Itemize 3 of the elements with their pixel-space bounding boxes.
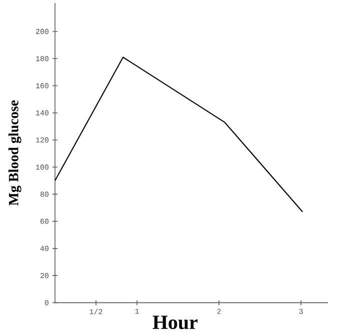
y-axis-title: Mg Blood glucose [8,100,22,206]
line-series [54,56,304,212]
x-axis-title: Hour [152,316,198,330]
